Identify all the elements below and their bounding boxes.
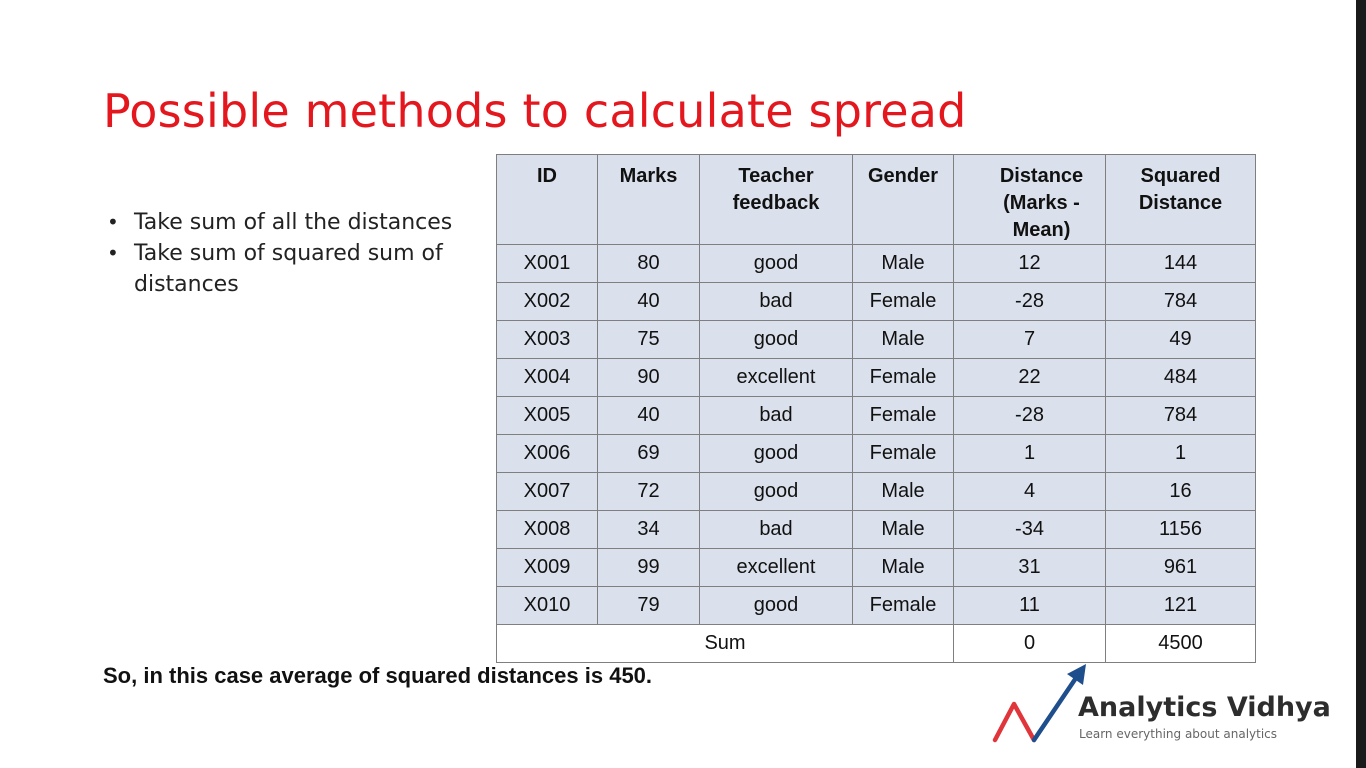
cell-feedback: bad xyxy=(699,396,853,435)
table-row: X002 40 bad Female -28 784 xyxy=(496,282,1256,321)
sum-squared-distance: 4500 xyxy=(1105,624,1256,663)
bullet-list: • Take sum of all the distances • Take s… xyxy=(107,207,477,300)
cell-feedback: bad xyxy=(699,282,853,321)
table-row: X001 80 good Male 12 144 xyxy=(496,244,1256,283)
cell-id: X007 xyxy=(496,472,598,511)
cell-id: X001 xyxy=(496,244,598,283)
cell-id: X005 xyxy=(496,396,598,435)
table-row: X007 72 good Male 4 16 xyxy=(496,472,1256,511)
cell-feedback: excellent xyxy=(699,548,853,587)
cell-distance: 7 xyxy=(953,320,1106,359)
cell-gender: Male xyxy=(852,244,954,283)
cell-squared: 144 xyxy=(1105,244,1256,283)
marks-table: ID Marks Teacher feedback Gender Distanc… xyxy=(496,154,1256,663)
cell-gender: Male xyxy=(852,472,954,511)
cell-distance: 31 xyxy=(953,548,1106,587)
cell-marks: 69 xyxy=(597,434,700,473)
cell-gender: Female xyxy=(852,282,954,321)
cell-squared: 784 xyxy=(1105,282,1256,321)
cell-distance: 1 xyxy=(953,434,1106,473)
cell-feedback: good xyxy=(699,434,853,473)
analytics-vidhya-logo: Analytics Vidhya Learn everything about … xyxy=(990,662,1340,748)
cell-id: X004 xyxy=(496,358,598,397)
header-distance: Distance (Marks - Mean) xyxy=(953,154,1106,245)
cell-id: X002 xyxy=(496,282,598,321)
cell-distance: -28 xyxy=(953,396,1106,435)
header-teacher-feedback: Teacher feedback xyxy=(699,154,853,245)
bullet-item: • Take sum of all the distances xyxy=(107,207,477,238)
cell-marks: 40 xyxy=(597,282,700,321)
cell-distance: 4 xyxy=(953,472,1106,511)
sum-label: Sum xyxy=(496,624,954,663)
table-sum-row: Sum 0 4500 xyxy=(496,624,1256,663)
cell-id: X006 xyxy=(496,434,598,473)
bullet-text: Take sum of squared sum of distances xyxy=(134,241,443,297)
slide-title: Possible methods to calculate spread xyxy=(103,84,967,138)
cell-squared: 121 xyxy=(1105,586,1256,625)
cell-id: X010 xyxy=(496,586,598,625)
cell-distance: 11 xyxy=(953,586,1106,625)
cell-squared: 49 xyxy=(1105,320,1256,359)
cell-squared: 484 xyxy=(1105,358,1256,397)
cell-id: X009 xyxy=(496,548,598,587)
cell-marks: 72 xyxy=(597,472,700,511)
cell-gender: Female xyxy=(852,434,954,473)
cell-distance: 12 xyxy=(953,244,1106,283)
header-marks: Marks xyxy=(597,154,700,245)
cell-squared: 1156 xyxy=(1105,510,1256,549)
header-id: ID xyxy=(496,154,598,245)
cell-squared: 961 xyxy=(1105,548,1256,587)
brand-name: Analytics Vidhya xyxy=(1078,692,1331,723)
trend-arrow-icon xyxy=(992,664,1086,743)
header-squared-distance: Squared Distance xyxy=(1105,154,1256,245)
cell-gender: Male xyxy=(852,548,954,587)
cell-gender: Female xyxy=(852,396,954,435)
cell-distance: 22 xyxy=(953,358,1106,397)
cell-marks: 80 xyxy=(597,244,700,283)
cell-marks: 40 xyxy=(597,396,700,435)
cell-gender: Male xyxy=(852,510,954,549)
cell-marks: 79 xyxy=(597,586,700,625)
bullet-text: Take sum of all the distances xyxy=(134,210,453,235)
cell-feedback: good xyxy=(699,586,853,625)
cell-feedback: good xyxy=(699,244,853,283)
table-row: X003 75 good Male 7 49 xyxy=(496,320,1256,359)
table-row: X004 90 excellent Female 22 484 xyxy=(496,358,1256,397)
cell-marks: 75 xyxy=(597,320,700,359)
table-row: X009 99 excellent Male 31 961 xyxy=(496,548,1256,587)
header-gender: Gender xyxy=(852,154,954,245)
table-row: X005 40 bad Female -28 784 xyxy=(496,396,1256,435)
brand-tagline: Learn everything about analytics xyxy=(1079,727,1278,741)
cell-marks: 99 xyxy=(597,548,700,587)
conclusion-text: So, in this case average of squared dist… xyxy=(103,663,653,688)
cell-marks: 34 xyxy=(597,510,700,549)
cell-feedback: good xyxy=(699,472,853,511)
table-row: X010 79 good Female 11 121 xyxy=(496,586,1256,625)
cell-id: X003 xyxy=(496,320,598,359)
cell-gender: Female xyxy=(852,586,954,625)
cell-marks: 90 xyxy=(597,358,700,397)
cell-feedback: excellent xyxy=(699,358,853,397)
table-row: X006 69 good Female 1 1 xyxy=(496,434,1256,473)
cell-id: X008 xyxy=(496,510,598,549)
table-header-row: ID Marks Teacher feedback Gender Distanc… xyxy=(496,154,1256,245)
cell-squared: 1 xyxy=(1105,434,1256,473)
cell-gender: Female xyxy=(852,358,954,397)
cell-feedback: good xyxy=(699,320,853,359)
table-row: X008 34 bad Male -34 1156 xyxy=(496,510,1256,549)
bullet-marker: • xyxy=(107,241,119,265)
bullet-marker: • xyxy=(107,210,119,234)
window-edge xyxy=(1356,0,1366,768)
bullet-item: • Take sum of squared sum of distances xyxy=(107,238,477,300)
cell-squared: 16 xyxy=(1105,472,1256,511)
cell-gender: Male xyxy=(852,320,954,359)
cell-distance: -28 xyxy=(953,282,1106,321)
cell-distance: -34 xyxy=(953,510,1106,549)
cell-squared: 784 xyxy=(1105,396,1256,435)
sum-distance: 0 xyxy=(953,624,1106,663)
cell-feedback: bad xyxy=(699,510,853,549)
